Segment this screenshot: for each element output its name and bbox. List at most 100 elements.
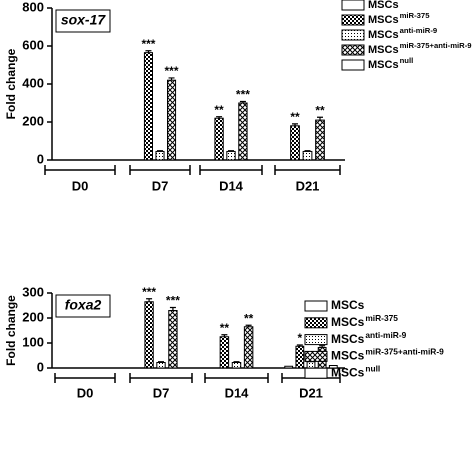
bar	[155, 150, 165, 161]
x-tick-label: D21	[296, 178, 320, 193]
y-tick-label: 0	[37, 151, 44, 166]
error-bar	[233, 361, 240, 363]
bar	[238, 102, 248, 161]
bar	[290, 125, 300, 161]
bar	[168, 310, 178, 369]
error-bar	[304, 150, 311, 152]
bar	[302, 150, 313, 161]
legend-superscript: miR-375+anti-miR-9	[365, 347, 444, 357]
x-tick-label: D14	[225, 385, 250, 400]
y-tick-label: 200	[22, 309, 44, 324]
legend-label: MSCs	[368, 14, 399, 26]
error-bar	[145, 50, 152, 53]
legend-superscript: null	[365, 363, 380, 373]
legend-swatch	[341, 0, 365, 11]
legend-swatch	[304, 334, 328, 346]
legend-label: MSCs	[368, 59, 399, 71]
bar	[306, 361, 316, 369]
legend-label: MSCs	[331, 298, 365, 312]
significance-label: **	[220, 321, 230, 335]
x-tick-label: D0	[72, 178, 89, 193]
significance-label: ***	[236, 88, 250, 102]
bar	[243, 326, 254, 369]
significance-label: **	[290, 110, 300, 124]
legend-label: MSCs	[368, 29, 399, 41]
title-box	[55, 9, 111, 33]
error-bar	[317, 116, 323, 121]
legend-superscript: miR-375	[400, 11, 431, 20]
bar	[328, 365, 338, 369]
x-tick-label: D0	[77, 385, 94, 400]
error-bar	[221, 334, 228, 337]
error-bar	[228, 150, 234, 152]
significance-label: ***	[141, 37, 155, 51]
significance-label: **	[214, 103, 224, 117]
error-bar	[157, 150, 163, 152]
error-bar	[169, 306, 176, 311]
bar	[284, 365, 294, 369]
error-bar	[292, 123, 298, 126]
bar	[144, 301, 154, 369]
x-tick-label: D7	[152, 178, 169, 193]
legend-superscript: null	[400, 56, 414, 65]
legend-superscript: miR-375	[365, 313, 398, 323]
error-bar	[319, 345, 326, 348]
y-tick-label: 600	[22, 37, 44, 52]
legend-label: MSCs	[331, 332, 365, 346]
y-tick-label: 300	[22, 284, 44, 299]
error-bar	[296, 344, 303, 347]
error-bar	[158, 361, 164, 363]
legend-swatch	[341, 29, 365, 41]
legend-swatch	[304, 350, 328, 362]
significance-label: **	[244, 311, 254, 325]
title-box	[55, 294, 111, 318]
legend-superscript: anti-miR-9	[400, 26, 438, 35]
x-tick-label: D14	[219, 178, 244, 193]
error-bar	[216, 116, 223, 119]
error-bar	[245, 324, 252, 327]
significance-label: **	[315, 103, 325, 117]
legend-swatch	[304, 300, 328, 312]
y-axis-label: Fold change	[4, 295, 18, 366]
significance-label: ***	[165, 64, 179, 78]
legend-label: MSCs	[331, 349, 365, 363]
error-bar	[239, 100, 246, 103]
error-bar	[146, 298, 153, 302]
y-tick-label: 800	[22, 0, 44, 14]
bar	[167, 79, 177, 161]
y-tick-label: 0	[37, 359, 44, 374]
bar	[219, 336, 230, 369]
y-axis-label: Fold change	[4, 48, 18, 119]
significance-label: ***	[166, 294, 180, 308]
legend-superscript: anti-miR-9	[365, 330, 406, 340]
legend-swatch	[304, 367, 328, 379]
legend-label: MSCs	[368, 0, 399, 11]
y-tick-label: 400	[22, 75, 44, 90]
significance-label: *	[298, 331, 303, 345]
chart-title: sox-17	[61, 12, 107, 28]
bar	[156, 362, 166, 369]
legend-label: MSCs	[368, 44, 399, 56]
legend-swatch	[304, 317, 328, 329]
legend-swatch	[341, 14, 365, 26]
legend-superscript: miR-375+anti-miR-9	[400, 41, 472, 50]
bar	[315, 119, 325, 161]
bar	[226, 150, 236, 161]
bar	[143, 52, 154, 161]
y-tick-label: 100	[22, 334, 44, 349]
bar	[295, 345, 305, 369]
legend-label: MSCs	[331, 315, 365, 329]
y-tick-label: 200	[22, 113, 44, 128]
x-tick-label: D7	[153, 385, 170, 400]
bar	[214, 117, 224, 161]
chart-title: foxa2	[65, 297, 102, 313]
x-tick-label: D21	[299, 385, 323, 400]
legend-swatch	[341, 59, 365, 71]
legend-label: MSCs	[331, 365, 365, 379]
bar	[231, 362, 242, 369]
error-bar	[168, 77, 175, 81]
significance-label: ***	[142, 285, 156, 299]
legend-swatch	[341, 44, 365, 56]
